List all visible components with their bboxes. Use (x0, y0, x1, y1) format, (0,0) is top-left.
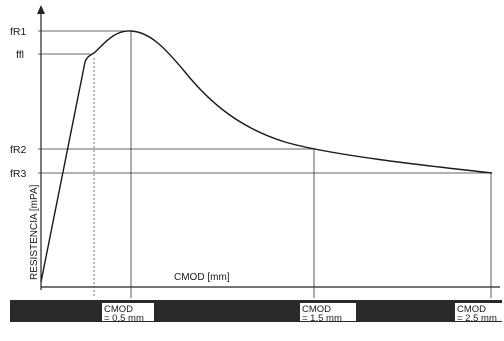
cmod25-marker: CMOD = 2.5 mm (455, 303, 502, 324)
x-axis-label: CMOD [mm] (174, 272, 230, 283)
cmod05-title: CMOD (104, 304, 133, 315)
cmod15-value: = 1.5 mm (302, 313, 342, 324)
cmod05-value: = 0.5 mm (104, 313, 144, 324)
fR3-label: fR3 (10, 168, 27, 180)
cmod15-marker: CMOD = 1.5 mm (300, 303, 356, 324)
fR1-label: fR1 (10, 26, 27, 38)
cmod-band (10, 300, 502, 322)
cmod05-marker: CMOD = 0.5 mm (102, 303, 154, 324)
cmod25-value: = 2.5 mm (457, 313, 497, 324)
y-axis-arrow-icon (37, 5, 45, 14)
load-cmod-curve (40, 30, 493, 283)
fR2-label: fR2 (10, 144, 27, 156)
y-axis-label: RESISTENCIA [mPA] (29, 184, 40, 280)
cmod25-title: CMOD (457, 304, 486, 315)
cmod15-title: CMOD (302, 304, 331, 315)
fl-label: ffl (16, 49, 24, 61)
